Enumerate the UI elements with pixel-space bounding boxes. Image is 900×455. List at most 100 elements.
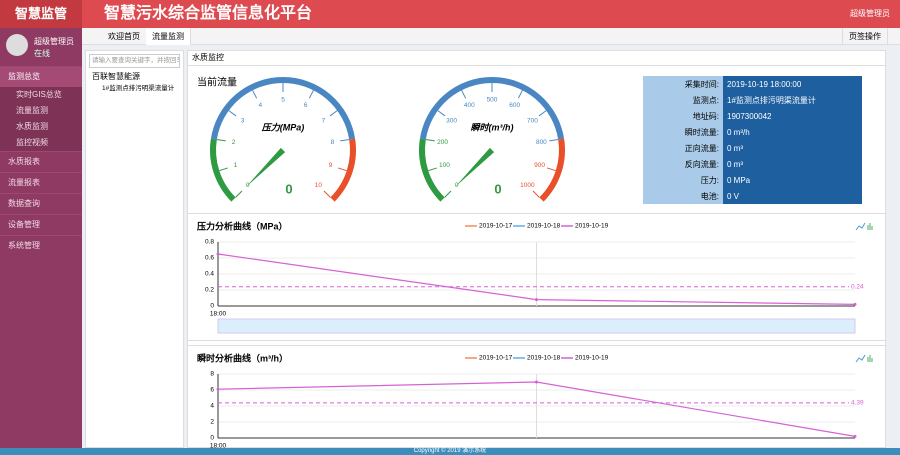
gauge-name: 压力(MPa) bbox=[261, 122, 305, 132]
gauge-tick-label: 0 bbox=[246, 182, 250, 189]
status: 在线 bbox=[34, 49, 50, 58]
gauge-tick-label: 300 bbox=[446, 117, 457, 124]
gauge-tick bbox=[538, 110, 547, 117]
menu: 监测总览 实时GIS总览 流量监测 水质监测 监控视频 水质报表 流量报表 数据查询 设备管理系… bbox=[0, 66, 82, 256]
section-title: 当前流量 bbox=[197, 76, 237, 89]
gauge-tick-label: 100 bbox=[439, 162, 450, 169]
y-tick-label: 6 bbox=[210, 387, 214, 394]
y-tick-label: 8 bbox=[210, 371, 214, 378]
info-value: 0 MPa bbox=[723, 172, 862, 188]
gauge-tick bbox=[517, 90, 523, 99]
menu-item[interactable]: 监测总览 bbox=[0, 66, 82, 87]
point bbox=[216, 252, 220, 256]
gauge-value: 0 bbox=[285, 181, 292, 196]
point bbox=[853, 434, 857, 438]
gauge-tick-label: 10 bbox=[315, 182, 323, 189]
gauge-tick-label: 3 bbox=[241, 117, 245, 124]
menu-item[interactable]: 数据查询 bbox=[0, 193, 82, 214]
y-tick-label: 0.8 bbox=[205, 239, 214, 246]
sidebar: 超级管理员 在线 监测总览 实时GIS总览 流量监测 水质监测 监控视频 水质报表 流量报表… bbox=[0, 28, 82, 448]
info-value: 2019-10-19 18:00:00 bbox=[723, 76, 862, 92]
tab-actions[interactable]: 页签操作 bbox=[842, 28, 888, 45]
gauge-value: 0 bbox=[494, 181, 501, 196]
tree-panel: 请输入要查询关键字，并按回车 百联智慧能源 1#监测点排污明渠流量计 bbox=[85, 50, 184, 448]
gauge-tick-label: 900 bbox=[534, 162, 545, 169]
chart-title: 压力分析曲线（MPa） bbox=[197, 220, 288, 231]
y-tick-label: 4 bbox=[210, 403, 214, 410]
menu-item[interactable]: 水质报表 bbox=[0, 151, 82, 172]
gauge-tick bbox=[219, 167, 228, 172]
gauge-tick-label: 4 bbox=[258, 102, 262, 109]
gauge-tick bbox=[547, 167, 556, 172]
info-row: 地址码: 1907300042 bbox=[643, 108, 862, 124]
info-value: 0 m³/h bbox=[723, 124, 862, 140]
info-row: 正向流量: 0 m³ bbox=[643, 140, 862, 156]
point bbox=[535, 380, 538, 384]
gauge-tick bbox=[329, 110, 338, 117]
gauge-tick-label: 6 bbox=[304, 102, 308, 109]
tab[interactable]: 流量监测 bbox=[146, 28, 191, 45]
info-value: 0 m³ bbox=[723, 156, 862, 172]
gauge-tick-label: 500 bbox=[487, 97, 498, 104]
chart-title: 瞬时分析曲线（m³/h） bbox=[197, 352, 288, 363]
point bbox=[216, 387, 220, 391]
gauge-tick bbox=[340, 139, 350, 142]
side-user: 超级管理员 bbox=[34, 37, 74, 46]
toolbar-icon bbox=[867, 223, 873, 230]
toolbar-icon bbox=[855, 222, 866, 231]
gauge-tick bbox=[216, 139, 226, 142]
gauge-tick-label: 1000 bbox=[520, 182, 535, 189]
submenu-item[interactable]: 监控视频 bbox=[0, 135, 82, 151]
gauge-tick-label: 400 bbox=[464, 102, 475, 109]
gauge-tick bbox=[461, 90, 467, 99]
legend-label: 2019-10-19 bbox=[575, 223, 609, 230]
info-value: 0 m³ bbox=[723, 140, 862, 156]
search-input[interactable]: 请输入要查询关键字，并按回车 bbox=[89, 54, 180, 68]
gauge-tick-label: 0 bbox=[455, 182, 459, 189]
y-tick-label: 0 bbox=[210, 303, 214, 310]
info-row: 反向流量: 0 m³ bbox=[643, 156, 862, 172]
gauge-tick bbox=[549, 139, 559, 142]
footer: Copyright © 2019 演示系统 bbox=[0, 448, 900, 455]
header-user[interactable]: 超级管理员 bbox=[850, 9, 890, 18]
tab-bar: 欢迎首页 流量监测 页签操作 bbox=[82, 28, 900, 45]
gauge-tick bbox=[235, 190, 243, 198]
tree-root[interactable]: 百联智慧能源 bbox=[92, 72, 140, 81]
gauge-arc bbox=[419, 138, 445, 202]
mark-line-label: 0.24 bbox=[851, 284, 864, 291]
point bbox=[853, 302, 857, 306]
gauge-tick-label: 700 bbox=[527, 117, 538, 124]
gauge-name: 瞬时(m³/h) bbox=[471, 122, 514, 132]
gauge-tick bbox=[308, 90, 314, 99]
info-label: 监测点: bbox=[643, 92, 723, 108]
gauge-tick bbox=[425, 139, 435, 142]
info-label: 地址码: bbox=[643, 108, 723, 124]
point bbox=[535, 298, 538, 302]
submenu-item[interactable]: 水质监测 bbox=[0, 119, 82, 135]
mark-line-label: 4.39 bbox=[851, 400, 864, 407]
gauge-tick-label: 7 bbox=[322, 117, 326, 124]
legend-label: 2019-10-17 bbox=[479, 223, 513, 230]
menu-item[interactable]: 设备管理 bbox=[0, 214, 82, 235]
x-tick-label: 18:00 bbox=[210, 311, 227, 318]
y-tick-label: 0 bbox=[210, 435, 214, 442]
gauge-pointer bbox=[245, 147, 286, 188]
gauge-tick bbox=[323, 190, 331, 198]
gauge-tick-label: 800 bbox=[536, 139, 547, 146]
submenu-item[interactable]: 流量监测 bbox=[0, 103, 82, 119]
menu-item[interactable]: 流量报表 bbox=[0, 172, 82, 193]
logo[interactable]: 智慧监管 bbox=[0, 0, 82, 28]
info-label: 压力: bbox=[643, 172, 723, 188]
gauge-tick-label: 5 bbox=[281, 97, 285, 104]
tree-node[interactable]: 1#监测点排污明渠流量计 bbox=[102, 85, 175, 92]
gauge-tick bbox=[338, 167, 347, 172]
toolbar-icon bbox=[867, 355, 873, 362]
menu-item[interactable]: 系统管理 bbox=[0, 235, 82, 256]
header bbox=[0, 0, 900, 28]
gauge-tick-label: 2 bbox=[232, 139, 236, 146]
submenu-item[interactable]: 实时GIS总览 bbox=[0, 87, 82, 103]
info-label: 正向流量: bbox=[643, 140, 723, 156]
info-label: 瞬时流量: bbox=[643, 124, 723, 140]
gauge-arc bbox=[210, 138, 236, 202]
gauge-arc bbox=[210, 77, 356, 140]
